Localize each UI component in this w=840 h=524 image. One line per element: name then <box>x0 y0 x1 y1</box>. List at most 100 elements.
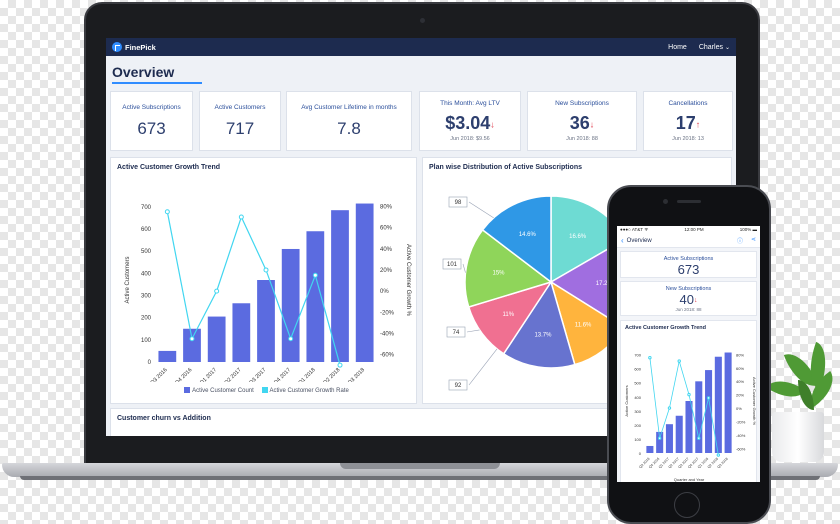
panel-title: Active Customer Growth Trend <box>117 164 221 171</box>
pie-slice <box>481 195 552 284</box>
y-tick-label: 200 <box>141 316 152 322</box>
growth-rate-point <box>667 406 672 410</box>
x-tick-label: Q3 2018 <box>347 367 366 382</box>
callout-box <box>448 196 468 208</box>
callout-leader <box>468 201 494 219</box>
callout-box <box>448 379 468 391</box>
y-tick-label: 400 <box>141 271 152 277</box>
bar <box>281 248 300 362</box>
kpi-card-active-customers[interactable]: Active Customers 717 <box>199 91 281 151</box>
pie-slice-label: 14.6% <box>519 232 537 238</box>
y2-tick-label: 60% <box>736 366 744 371</box>
legend-label[interactable]: Active Customer Growth Rate <box>269 388 349 394</box>
user-menu[interactable]: Charles ⌄ <box>699 44 730 51</box>
home-button[interactable] <box>674 492 700 518</box>
arrow-down-icon: ↓ <box>589 119 595 130</box>
y2-tick-label: 20% <box>380 268 393 274</box>
info-icon[interactable]: ⓘ <box>736 239 743 245</box>
camera-icon <box>420 18 425 23</box>
y-tick-label: 100 <box>141 338 152 344</box>
bar <box>257 280 275 362</box>
x-tick-label: Q3 2018 <box>716 457 728 469</box>
callout-label: 98 <box>455 200 462 206</box>
phone-nav-title: Overview <box>626 237 652 244</box>
bar <box>656 431 664 453</box>
page-title: Overview <box>112 64 175 80</box>
y-tick-label: 500 <box>141 249 152 255</box>
bar <box>685 401 693 453</box>
kpi-value: 17 <box>675 113 696 133</box>
panel-title: Customer churn vs Addition <box>117 415 211 422</box>
bar <box>675 415 683 453</box>
kpi-value: 7.8 <box>337 119 361 138</box>
growth-rate-point <box>648 356 652 360</box>
growth-rate-point <box>657 436 662 440</box>
growth-rate-point <box>337 362 343 368</box>
y2-tick-label: 0% <box>380 289 389 295</box>
kpi-label: Cancellations <box>668 100 708 107</box>
status-time: 12:00 PM <box>684 227 704 232</box>
top-navbar: FinePick Home Charles ⌄ <box>106 38 736 56</box>
arrow-down-icon: ↓ <box>490 119 495 130</box>
y2-tick-label: -40% <box>736 433 746 438</box>
growth-rate-point <box>238 214 244 220</box>
share-icon[interactable]: ⋖ <box>750 237 756 243</box>
bar <box>306 231 325 362</box>
y-tick-label: 400 <box>634 395 641 400</box>
growth-rate-point <box>312 272 318 278</box>
kpi-card-new-subscriptions[interactable]: New Subscriptions 36↓ Jun 2018: 88 <box>527 91 637 151</box>
kpi-card-active-subscriptions[interactable]: Active Subscriptions 673 <box>110 91 193 151</box>
legend-label[interactable]: Active Customer Count <box>192 388 254 394</box>
kpi-sub: Jun 2018: 88 <box>566 136 598 142</box>
arrow-up-icon: ↑ <box>695 119 701 130</box>
legend-swatch <box>261 387 268 393</box>
y2-axis-label: Active Customer Growth % <box>405 244 411 317</box>
y2-tick-label: 40% <box>736 379 744 384</box>
title-underline <box>112 82 202 84</box>
pie-slice-label: 11% <box>502 312 514 318</box>
kpi-label: New Subscriptions <box>555 100 609 107</box>
pie-slice <box>464 228 553 308</box>
y-tick-label: 0 <box>148 360 152 366</box>
growth-rate-line <box>166 211 341 366</box>
kpi-card-avg-ltv[interactable]: This Month: Avg LTV $3.04↓ Jun 2018: $9.… <box>419 91 521 151</box>
y-tick-label: 300 <box>141 294 152 300</box>
kpi-card-avg-lifetime[interactable]: Avg Customer Lifetime in months 7.8 <box>286 91 412 151</box>
kpi-card-cancellations[interactable]: Cancellations 17↑ Jun 2018: 13 <box>643 91 733 151</box>
phone-kpi-new-subscriptions[interactable]: New Subscriptions 40↓ Jun 2018: 88 <box>620 281 757 316</box>
callout-leader <box>466 329 480 333</box>
callout-box <box>446 326 466 338</box>
y2-tick-label: 0% <box>736 406 742 411</box>
carrier: ●●●○ AT&T ᯤ <box>620 227 649 232</box>
x-tick-label: Q1 2017 <box>199 367 218 382</box>
kpi-value: 673 <box>137 119 166 138</box>
phone-kpi-active-subscriptions[interactable]: Active Subscriptions 673 <box>620 251 757 278</box>
y2-tick-label: 60% <box>380 226 393 232</box>
back-chevron-icon[interactable]: ‹ <box>621 236 624 245</box>
y-tick-label: 600 <box>141 227 152 233</box>
growth-rate-point <box>189 336 195 342</box>
kpi-sub: Jun 2018: $9.56 <box>450 136 490 142</box>
kpi-label: Active Subscriptions <box>663 256 714 262</box>
brand-name: FinePick <box>125 42 156 52</box>
brand[interactable]: FinePick <box>112 42 156 52</box>
y-tick-label: 100 <box>634 437 641 442</box>
nav-home-link[interactable]: Home <box>668 43 687 51</box>
laptop-notch <box>340 463 500 469</box>
pie-slice-label: 16.6% <box>569 234 587 240</box>
growth-rate-point <box>706 396 711 400</box>
kpi-label: Active Customers <box>214 104 266 111</box>
y2-tick-label: -20% <box>380 310 395 316</box>
y2-tick-label: -40% <box>380 331 395 337</box>
y-tick-label: 200 <box>634 423 641 428</box>
growth-trend-chart: 0 100 200 300 400 500 600 700 -60% -40% -20% 0% 20% 4… <box>125 203 411 382</box>
legend-swatch <box>184 387 191 393</box>
kpi-label: This Month: Avg LTV <box>440 100 500 107</box>
x-tick-label: Q2 2017 <box>224 367 243 382</box>
y2-tick-label: 20% <box>736 393 744 398</box>
user-name: Charles <box>698 43 723 51</box>
bar <box>705 370 713 453</box>
y2-axis-label: Active Customer Growth % <box>752 377 757 425</box>
x-tick-label: Q1 2018 <box>298 367 317 382</box>
phone-panel-title: Active Customer Growth Trend <box>620 320 757 335</box>
